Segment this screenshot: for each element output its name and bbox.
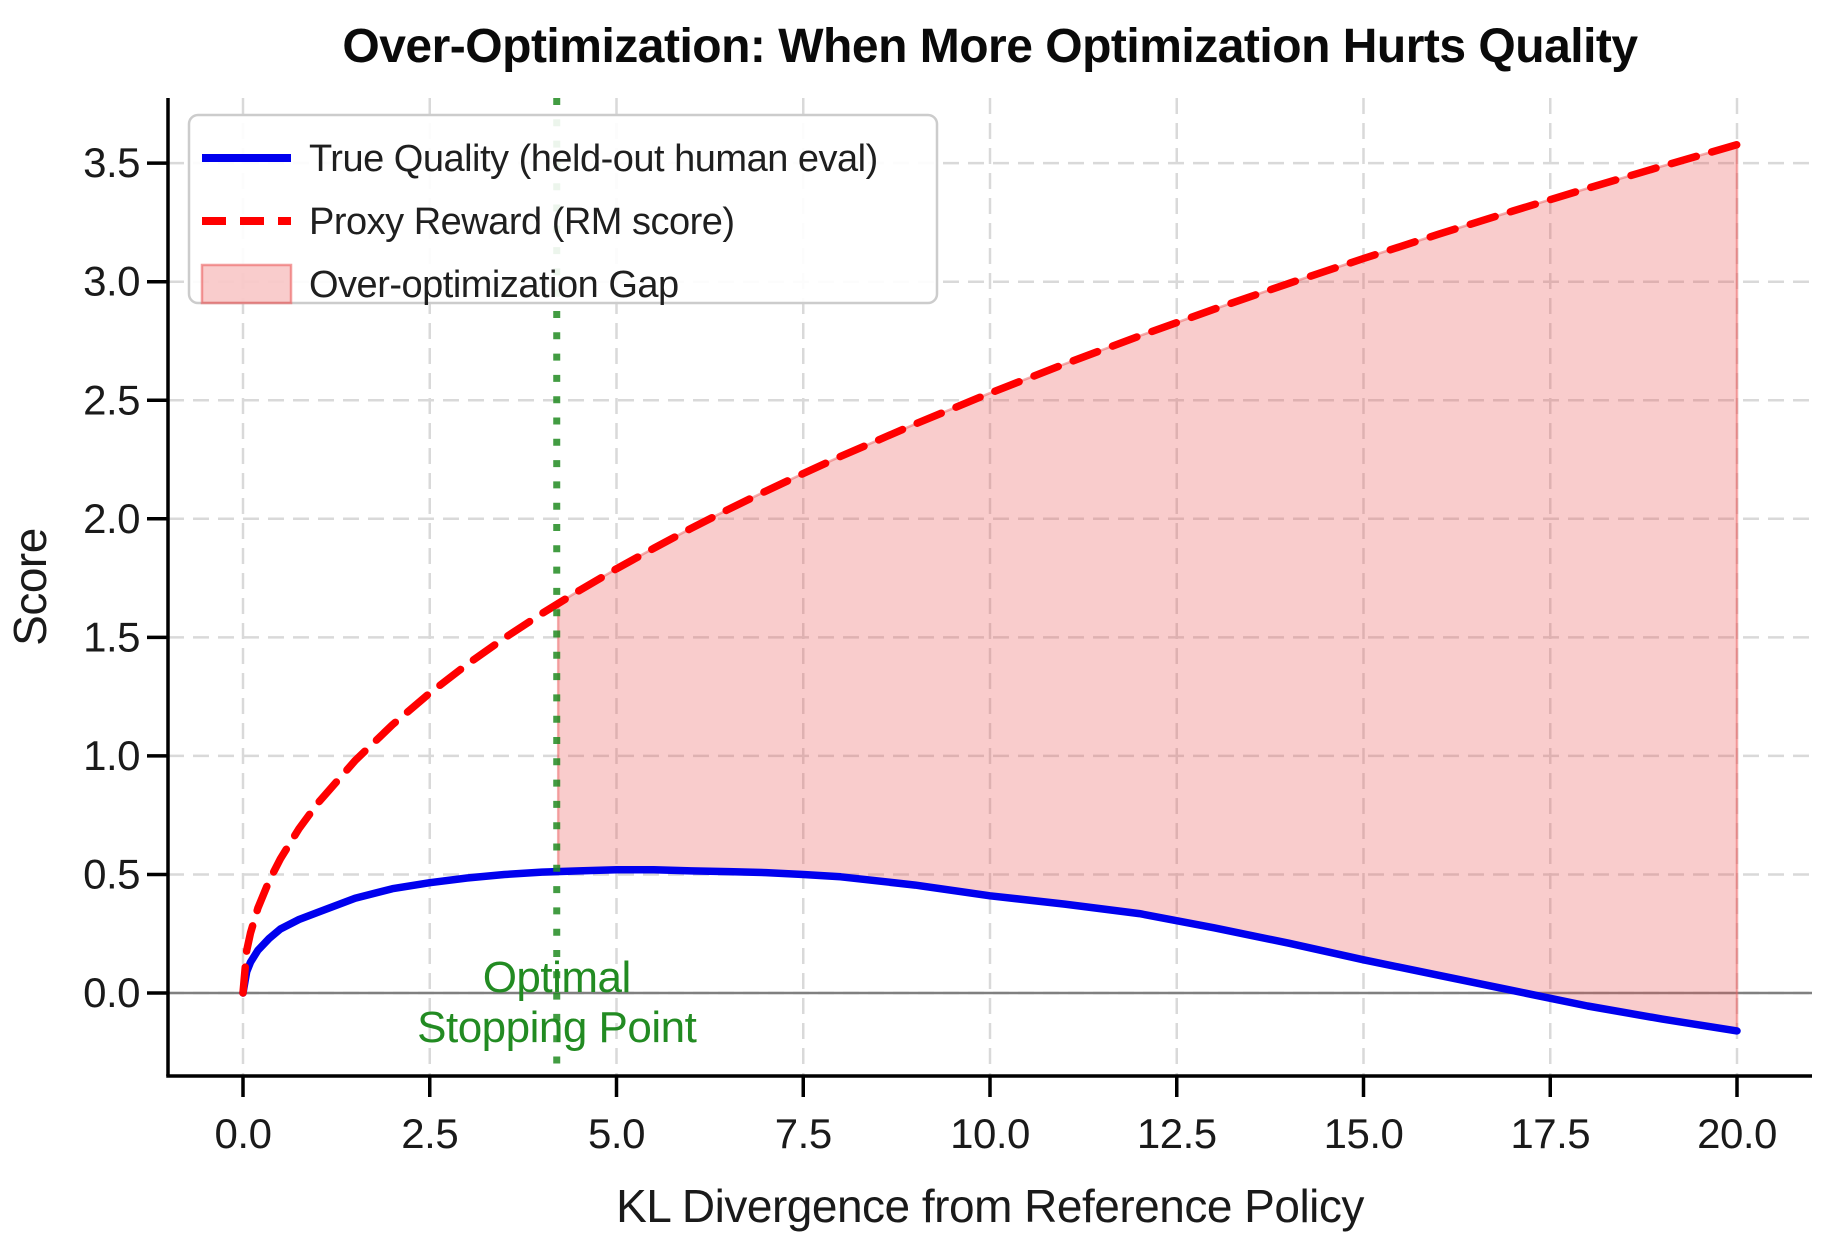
y-tick-label: 2.5 [83,376,140,423]
legend-entry-label: Proxy Reward (RM score) [309,201,735,243]
x-tick-label: 12.5 [1137,1110,1217,1157]
y-tick-label: 1.5 [83,613,140,660]
x-tick-label: 7.5 [775,1110,832,1157]
true-quality-line [239,865,1741,1035]
x-axis-label: KL Divergence from Reference Policy [616,1180,1364,1232]
y-tick-label: 3.0 [83,258,140,305]
y-tick-label: 1.0 [83,732,140,779]
legend-swatch-patch [200,263,293,305]
x-tick-label: 20.0 [1697,1110,1777,1157]
chart-title: Over-Optimization: When More Optimizatio… [342,20,1638,73]
y-tick-label: 3.5 [83,139,140,186]
x-tick-label: 0.0 [215,1110,272,1157]
legend-entry-label: True Quality (held-out human eval) [309,138,878,180]
x-tick-label: 15.0 [1324,1110,1404,1157]
y-tick-label: 0.5 [83,850,140,897]
y-tick-label: 0.0 [83,969,140,1016]
x-tick-label: 10.0 [950,1110,1030,1157]
x-tick-label: 2.5 [401,1110,458,1157]
legend-entry-label: Over-optimization Gap [309,264,679,306]
x-tick-label: 17.5 [1510,1110,1590,1157]
legend-box [187,113,939,305]
x-tick-label: 5.0 [588,1110,645,1157]
y-tick-label: 2.0 [83,495,140,542]
proxy-reward-line [239,140,1741,997]
annotation-optimal-line1: Optimal [483,953,631,1002]
annotation-optimal-line2: Stopping Point [417,1003,696,1052]
y-axis-label: Score [4,528,56,646]
